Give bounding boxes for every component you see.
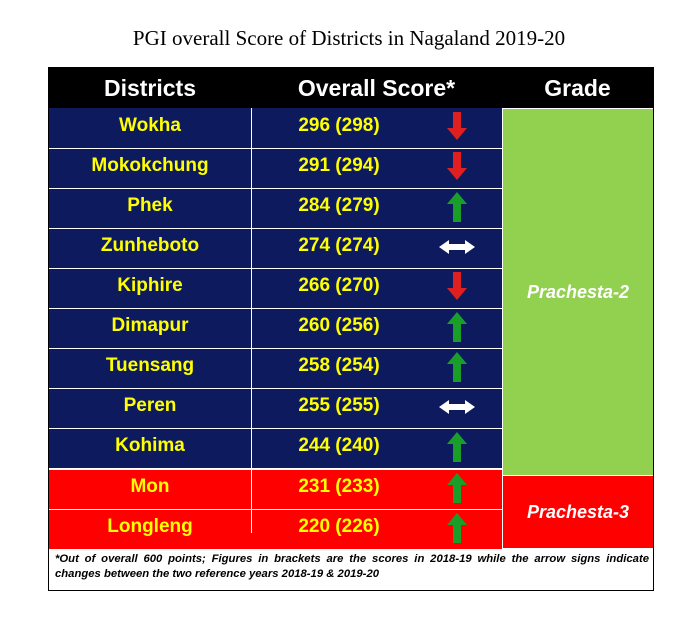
row-divider	[49, 268, 502, 269]
overall-score: 260 (256)	[298, 315, 380, 336]
district-name: Kohima	[115, 435, 185, 456]
arrow-up-icon	[427, 469, 487, 509]
overall-score: 231 (233)	[298, 476, 380, 497]
overall-score: 255 (255)	[298, 395, 380, 416]
score-table: Districts Overall Score* Grade Wokha 296 …	[48, 67, 654, 591]
table-row: Dimapur 260 (256)	[49, 308, 502, 348]
column-divider	[502, 108, 503, 533]
row-divider	[49, 348, 502, 349]
arrow-up-icon	[427, 308, 487, 348]
arrow-down-icon	[427, 108, 487, 148]
district-name: Mokokchung	[91, 155, 209, 176]
district-name: Zunheboto	[100, 235, 200, 256]
arrow-down-icon	[427, 268, 487, 308]
district-name: Kiphire	[117, 275, 183, 296]
table-row: Peren 255 (255)	[49, 388, 502, 428]
header-districts: Districts	[103, 75, 197, 101]
district-name: Longleng	[107, 516, 193, 537]
arrow-up-icon	[427, 428, 487, 468]
district-name: Tuensang	[105, 355, 195, 376]
arrow-up-icon	[427, 348, 487, 388]
row-divider	[49, 228, 502, 229]
footnote: *Out of overall 600 points; Figures in b…	[55, 553, 649, 580]
arrow-left-right-icon	[427, 228, 487, 268]
grade-divider	[502, 475, 653, 476]
overall-score: 266 (270)	[298, 275, 380, 296]
district-name: Wokha	[119, 115, 181, 136]
arrow-up-icon	[427, 188, 487, 228]
overall-score: 274 (274)	[298, 235, 380, 256]
table-header: Districts Overall Score* Grade	[49, 68, 653, 108]
page-title: PGI overall Score of Districts in Nagala…	[132, 26, 566, 50]
table-row: Zunheboto 274 (274)	[49, 228, 502, 268]
row-divider	[49, 509, 502, 510]
row-divider	[49, 148, 502, 149]
grade-prachesta-2: Prachesta-2	[503, 109, 653, 475]
arrow-down-icon	[427, 148, 487, 188]
grade-prachesta-3: Prachesta-3	[503, 476, 653, 548]
table-row: Phek 284 (279)	[49, 188, 502, 228]
overall-score: 244 (240)	[298, 435, 380, 456]
row-divider	[49, 308, 502, 309]
overall-score: 291 (294)	[298, 155, 380, 176]
overall-score: 220 (226)	[298, 516, 380, 537]
table-row: Mon 231 (233)	[49, 469, 502, 509]
row-divider	[49, 428, 502, 429]
arrow-up-icon	[427, 509, 487, 549]
district-name: Peren	[123, 395, 177, 416]
overall-score: 296 (298)	[298, 115, 380, 136]
table-row: Wokha 296 (298)	[49, 108, 502, 148]
row-divider	[49, 188, 502, 189]
header-grade: Grade	[544, 75, 611, 101]
column-divider	[251, 108, 252, 533]
row-divider	[49, 388, 502, 389]
district-name: Phek	[127, 195, 173, 216]
table-row: Mokokchung 291 (294)	[49, 148, 502, 188]
table-row: Tuensang 258 (254)	[49, 348, 502, 388]
arrow-left-right-icon	[427, 388, 487, 428]
table-row: Kiphire 266 (270)	[49, 268, 502, 308]
table-row: Kohima 244 (240)	[49, 428, 502, 468]
table-row: Longleng 220 (226)	[49, 509, 502, 549]
overall-score: 284 (279)	[298, 195, 380, 216]
overall-score: 258 (254)	[298, 355, 380, 376]
header-overall-score: Overall Score*	[297, 75, 456, 101]
row-divider	[49, 469, 502, 470]
district-name: Dimapur	[111, 315, 189, 336]
district-name: Mon	[130, 476, 170, 497]
